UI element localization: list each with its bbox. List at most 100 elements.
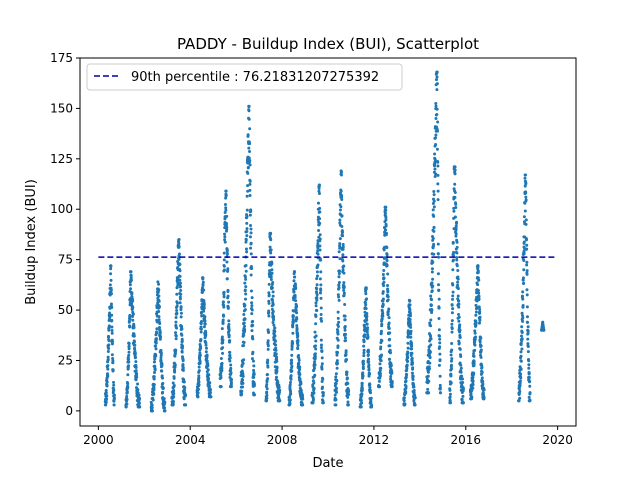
scatter-point xyxy=(435,70,439,74)
scatter-point xyxy=(105,380,109,384)
scatter-point xyxy=(453,196,457,200)
scatter-point xyxy=(295,317,299,321)
scatter-point xyxy=(266,377,270,381)
scatter-point xyxy=(459,363,463,367)
scatter-point xyxy=(156,280,160,284)
x-tick-label: 2008 xyxy=(267,433,298,447)
scatter-point xyxy=(474,323,478,327)
scatter-point xyxy=(162,397,166,401)
scatter-point xyxy=(524,198,528,202)
scatter-point xyxy=(347,389,351,393)
scatter-point xyxy=(474,310,478,314)
scatter-point xyxy=(320,319,324,323)
scatter-point xyxy=(409,332,413,336)
scatter-point xyxy=(268,269,272,273)
scatter-point xyxy=(298,365,302,369)
scatter-point xyxy=(251,359,255,363)
scatter-point xyxy=(250,312,254,316)
scatter-point xyxy=(408,312,412,316)
scatter-point xyxy=(436,198,440,202)
scatter-point xyxy=(344,353,348,357)
scatter-point xyxy=(366,335,370,339)
scatter-point xyxy=(363,333,367,337)
legend-box xyxy=(86,63,403,91)
scatter-point xyxy=(313,354,317,358)
scatter-point xyxy=(152,377,156,381)
scatter-point xyxy=(480,370,484,374)
scatter-point xyxy=(449,353,453,357)
scatter-point xyxy=(379,329,383,333)
scatter-point xyxy=(183,386,187,390)
scatter-point xyxy=(134,378,138,382)
scatter-point xyxy=(269,278,273,282)
scatter-point xyxy=(460,398,464,402)
scatter-point xyxy=(174,334,178,338)
scatter-point xyxy=(438,358,442,362)
scatter-point xyxy=(525,243,529,247)
scatter-point xyxy=(175,308,179,312)
scatter-point xyxy=(241,385,245,389)
scatter-point xyxy=(134,355,138,359)
scatter-point xyxy=(366,350,370,354)
scatter-point xyxy=(336,325,340,329)
scatter-point xyxy=(340,214,344,218)
scatter-point xyxy=(450,367,454,371)
scatter-point xyxy=(222,264,226,268)
scatter-point xyxy=(432,214,436,218)
scatter-point xyxy=(301,393,305,397)
scatter-point xyxy=(518,396,522,400)
scatter-point xyxy=(273,334,277,338)
scatter-point xyxy=(243,303,247,307)
scatter-point xyxy=(107,346,111,350)
scatter-point xyxy=(313,352,317,356)
scatter-point xyxy=(406,333,410,337)
scatter-point xyxy=(316,263,320,267)
scatter-point xyxy=(110,342,114,346)
scatter-point xyxy=(409,341,413,345)
scatter-point xyxy=(243,281,247,285)
scatter-point xyxy=(343,318,347,322)
scatter-point xyxy=(315,274,319,278)
scatter-point xyxy=(242,333,246,337)
scatter-point xyxy=(197,383,201,387)
scatter-point xyxy=(343,336,347,340)
scatter-point xyxy=(301,403,305,407)
scatter-point xyxy=(271,298,275,302)
scatter-point xyxy=(314,301,318,305)
scatter-point xyxy=(434,136,438,140)
scatter-point xyxy=(382,248,386,252)
scatter-point xyxy=(341,245,345,249)
scatter-point xyxy=(150,406,154,410)
scatter-point xyxy=(409,325,413,329)
scatter-point xyxy=(527,375,531,379)
scatter-point xyxy=(289,377,293,381)
scatter-point xyxy=(222,295,226,299)
scatter-point xyxy=(475,306,479,309)
scatter-point xyxy=(109,267,113,271)
scatter-point xyxy=(292,290,296,294)
scatter-point xyxy=(251,350,255,354)
scatter-point xyxy=(386,290,390,294)
scatter-point xyxy=(481,379,485,383)
scatter-point xyxy=(172,392,176,396)
scatter-point xyxy=(337,280,341,284)
scatter-point xyxy=(180,350,184,354)
scatter-point xyxy=(450,322,454,326)
scatter-point xyxy=(179,315,183,319)
scatter-point xyxy=(405,363,409,367)
scatter-point xyxy=(312,366,316,370)
scatter-point xyxy=(184,403,188,407)
scatter-point xyxy=(318,210,322,214)
scatter-point xyxy=(478,340,482,344)
scatter-point xyxy=(270,268,274,272)
scatter-point xyxy=(523,201,527,205)
scatter-point xyxy=(451,268,455,272)
scatter-point xyxy=(178,274,182,278)
scatter-point xyxy=(428,356,432,360)
scatter-point xyxy=(454,206,458,210)
scatter-point xyxy=(430,298,434,302)
scatter-point xyxy=(528,399,532,403)
scatter-point xyxy=(388,348,392,352)
scatter-point xyxy=(334,386,338,390)
scatter-point xyxy=(457,313,461,317)
